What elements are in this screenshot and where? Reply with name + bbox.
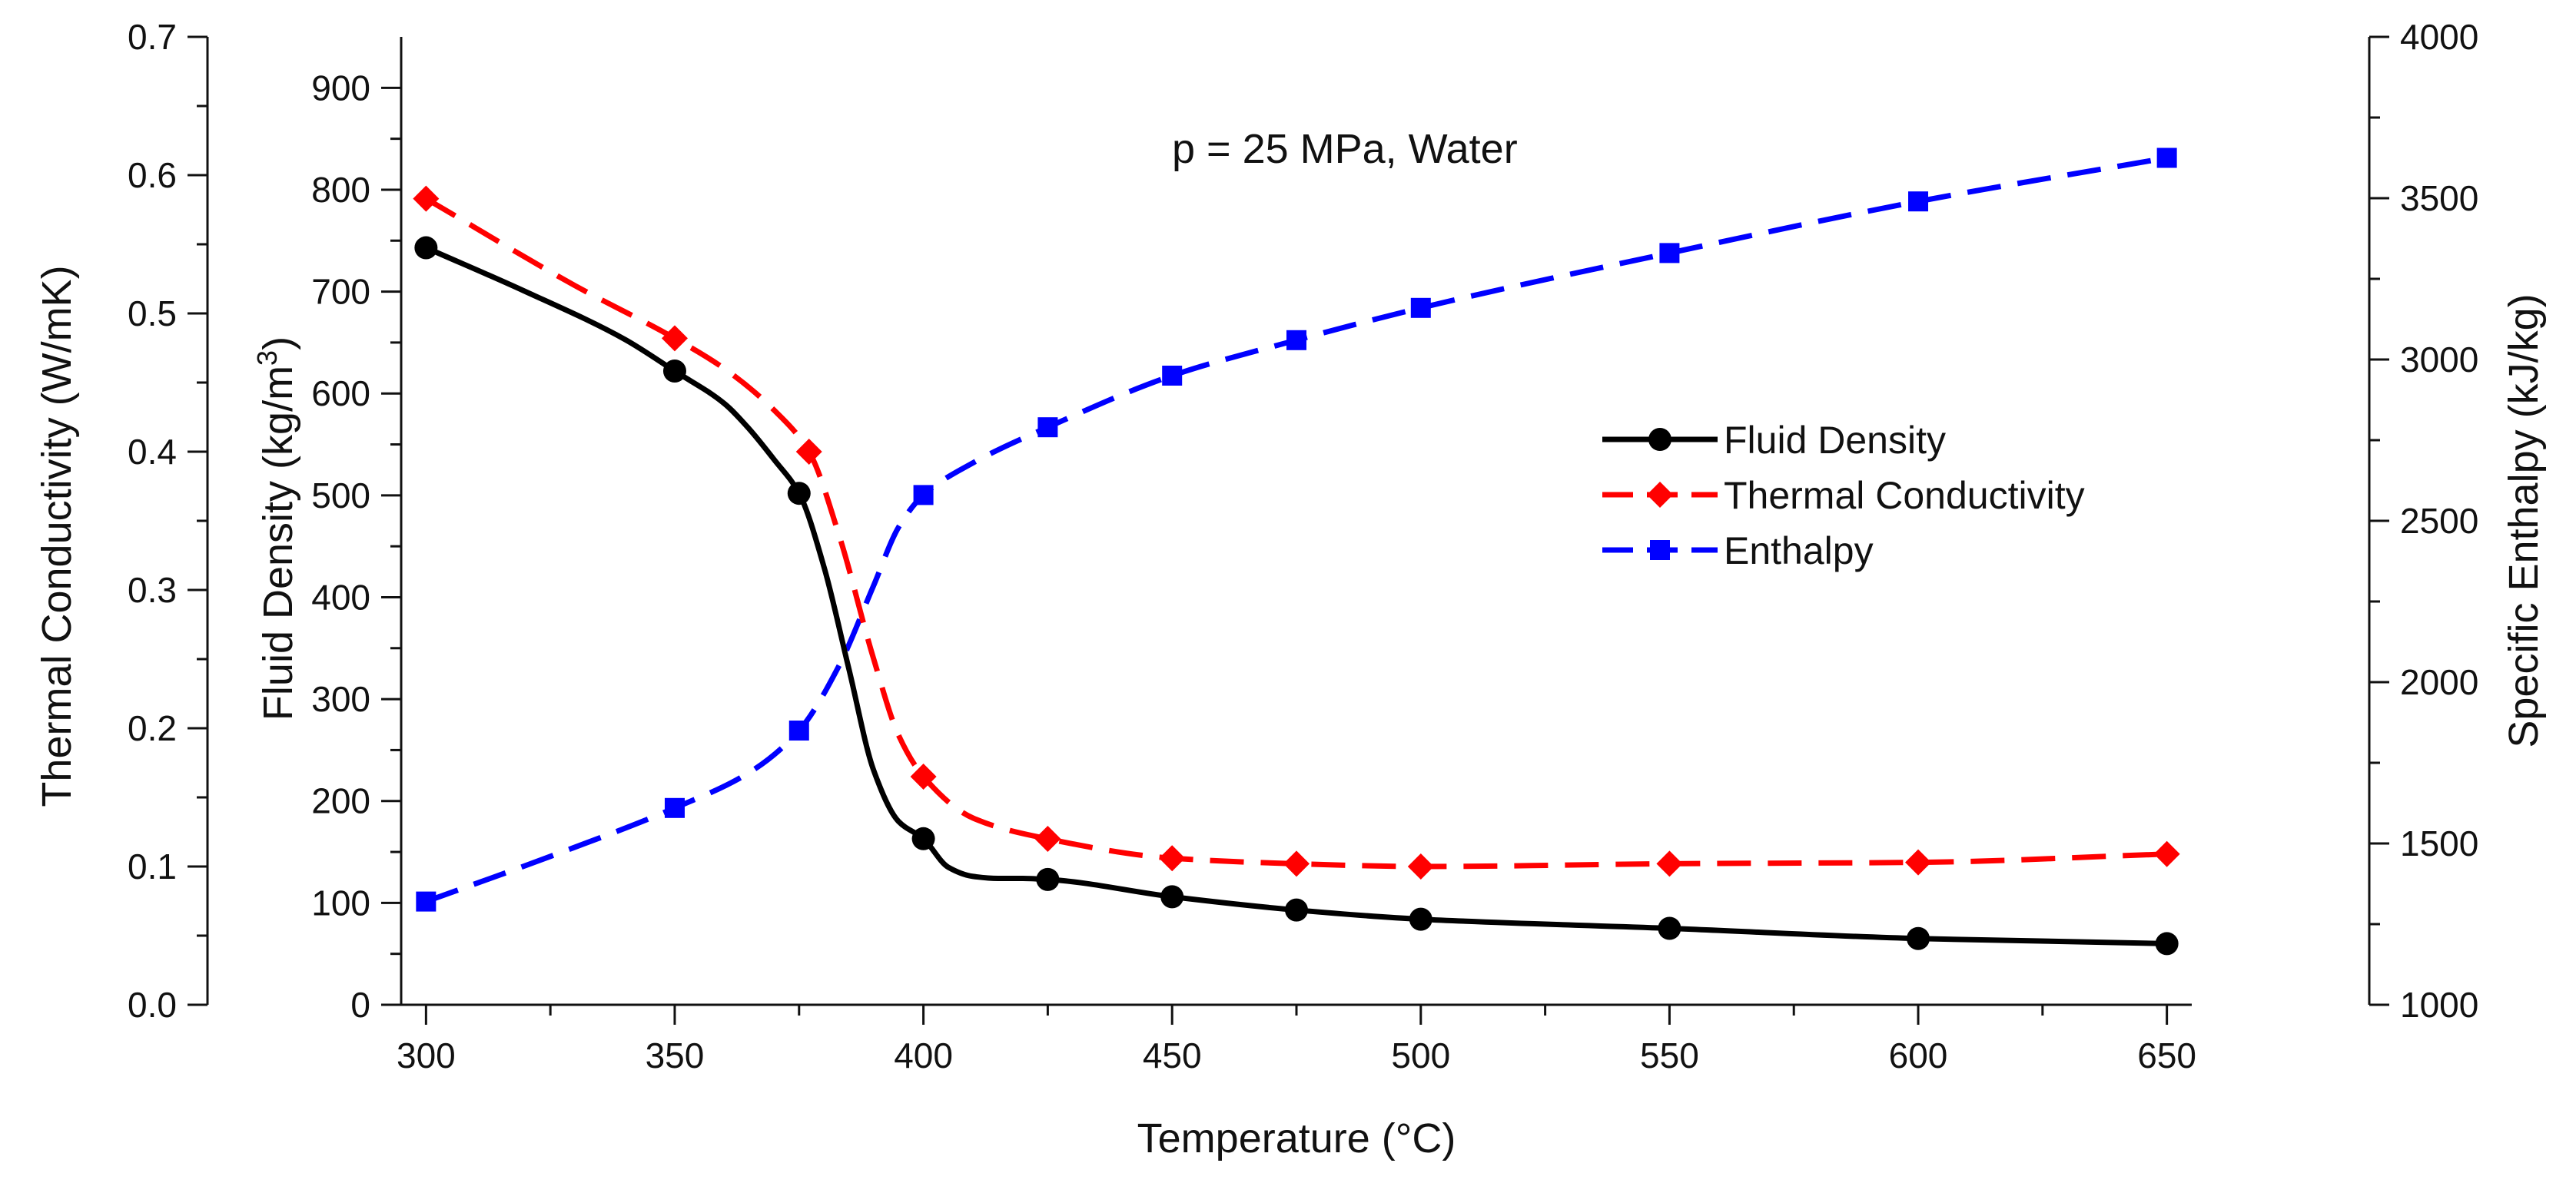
density-tick-label: 800 bbox=[311, 170, 370, 210]
data-point-enthalpy bbox=[664, 797, 685, 818]
data-point-enthalpy bbox=[2156, 147, 2177, 168]
density-tick-label: 400 bbox=[311, 577, 370, 617]
data-point-fluid-density bbox=[1658, 916, 1681, 940]
data-point-thermal-conductivity bbox=[1905, 849, 1932, 876]
data-point-thermal-conductivity bbox=[910, 764, 937, 790]
density-tick-label: 900 bbox=[311, 68, 370, 108]
data-point-thermal-conductivity bbox=[795, 439, 822, 465]
x-tick-label: 300 bbox=[397, 1036, 456, 1075]
x-tick-label: 650 bbox=[2137, 1036, 2196, 1075]
data-point-thermal-conductivity bbox=[1283, 850, 1310, 877]
data-point-thermal-conductivity bbox=[1656, 850, 1683, 877]
data-point-thermal-conductivity bbox=[661, 325, 688, 352]
enthalpy-tick-label: 1500 bbox=[2400, 823, 2478, 863]
series-line-fluid-density bbox=[424, 245, 2167, 946]
legend-label-fluid-density: Fluid Density bbox=[1724, 419, 1946, 462]
data-point-fluid-density bbox=[1285, 898, 1308, 922]
data-point-enthalpy bbox=[1162, 366, 1183, 386]
density-tick-label: 300 bbox=[311, 679, 370, 719]
density-tick-label: 100 bbox=[311, 883, 370, 923]
density-tick-label: 700 bbox=[311, 272, 370, 312]
enthalpy-tick-label: 2500 bbox=[2400, 501, 2478, 541]
data-point-enthalpy bbox=[1659, 243, 1680, 263]
density-tick-label: 600 bbox=[311, 373, 370, 413]
data-point-fluid-density bbox=[1036, 867, 1060, 891]
data-point-thermal-conductivity bbox=[1159, 845, 1186, 872]
data-point-fluid-density bbox=[2155, 932, 2179, 956]
legend-marker-thermal-conductivity bbox=[1647, 482, 1673, 508]
conductivity-tick-label: 0.2 bbox=[128, 708, 177, 748]
legend-item-thermal-conductivity: Thermal Conductivity bbox=[1602, 474, 2085, 517]
data-point-enthalpy bbox=[788, 721, 809, 741]
series-enthalpy bbox=[416, 147, 2177, 912]
series-line-thermal-conductivity bbox=[424, 196, 2167, 870]
conductivity-axis-title: Thermal Conductivity (W/mK) bbox=[34, 265, 80, 807]
data-point-enthalpy bbox=[1410, 297, 1431, 318]
legend-marker-enthalpy bbox=[1650, 540, 1670, 560]
data-point-fluid-density bbox=[1907, 926, 1930, 950]
series-thermal-conductivity bbox=[413, 185, 2180, 880]
x-tick-label: 600 bbox=[1889, 1036, 1948, 1075]
density-axis-title-sup: 3 bbox=[251, 350, 283, 366]
x-tick-label: 500 bbox=[1391, 1036, 1450, 1075]
conductivity-tick-label: 0.6 bbox=[128, 155, 177, 195]
density-tick-label: 200 bbox=[311, 781, 370, 821]
conductivity-tick-label: 0.7 bbox=[128, 17, 177, 57]
legend-label-thermal-conductivity: Thermal Conductivity bbox=[1724, 474, 2085, 517]
data-point-enthalpy bbox=[1908, 191, 1929, 212]
enthalpy-tick-label: 3000 bbox=[2400, 340, 2478, 379]
series-line-enthalpy bbox=[425, 155, 2168, 904]
enthalpy-tick-label: 2000 bbox=[2400, 662, 2478, 702]
conductivity-tick-label: 0.0 bbox=[128, 985, 177, 1025]
series-fluid-density bbox=[414, 236, 2179, 956]
density-tick-label: 0 bbox=[350, 985, 370, 1025]
data-point-enthalpy bbox=[913, 485, 934, 505]
data-point-enthalpy bbox=[1037, 417, 1058, 438]
conductivity-tick-label: 0.1 bbox=[128, 847, 177, 886]
legend-label-enthalpy: Enthalpy bbox=[1724, 529, 1874, 572]
conductivity-tick-label: 0.3 bbox=[128, 570, 177, 610]
axes-layer: 300 350 400 450 500 550 600 650 Temperature (°C)… bbox=[34, 17, 2547, 1161]
legend-item-enthalpy: Enthalpy bbox=[1602, 529, 1874, 572]
enthalpy-tick-label: 1000 bbox=[2400, 985, 2478, 1025]
x-axis-title: Temperature (°C) bbox=[1137, 1115, 1456, 1161]
x-tick-label: 550 bbox=[1640, 1036, 1699, 1075]
x-tick-label: 400 bbox=[894, 1036, 953, 1075]
data-point-fluid-density bbox=[662, 360, 686, 383]
data-point-thermal-conductivity bbox=[1034, 826, 1061, 852]
density-axis-title-main: Fluid Density (kg/m bbox=[255, 366, 301, 721]
data-point-enthalpy bbox=[416, 891, 437, 912]
enthalpy-axis-title: Specific Enthalpy (kJ/kg) bbox=[2501, 293, 2547, 747]
data-point-thermal-conductivity bbox=[1407, 853, 1434, 880]
data-point-thermal-conductivity bbox=[2153, 840, 2180, 867]
data-point-fluid-density bbox=[911, 827, 935, 850]
enthalpy-tick-label: 4000 bbox=[2400, 17, 2478, 57]
legend-item-fluid-density: Fluid Density bbox=[1602, 419, 1946, 462]
data-point-fluid-density bbox=[1409, 907, 1432, 931]
legend: Fluid Density Thermal Conductivity Enthalp… bbox=[1602, 419, 2085, 572]
data-point-thermal-conductivity bbox=[413, 185, 440, 212]
conductivity-tick-label: 0.5 bbox=[128, 293, 177, 333]
x-tick-label: 450 bbox=[1143, 1036, 1202, 1075]
conductivity-tick-label: 0.4 bbox=[128, 432, 177, 472]
density-tick-label: 500 bbox=[311, 476, 370, 515]
enthalpy-tick-label: 3500 bbox=[2400, 178, 2478, 218]
density-axis-title: Fluid Density (kg/m3) bbox=[251, 336, 301, 721]
data-point-fluid-density bbox=[787, 482, 811, 505]
data-point-fluid-density bbox=[1160, 885, 1184, 909]
x-tick-label: 350 bbox=[646, 1036, 705, 1075]
data-point-enthalpy bbox=[1286, 330, 1306, 350]
legend-marker-fluid-density bbox=[1648, 428, 1671, 451]
density-axis-title-end: ) bbox=[255, 336, 301, 350]
annotation-label: p = 25 MPa, Water bbox=[1172, 126, 1518, 172]
series-layer bbox=[413, 147, 2180, 956]
data-point-fluid-density bbox=[414, 236, 438, 260]
